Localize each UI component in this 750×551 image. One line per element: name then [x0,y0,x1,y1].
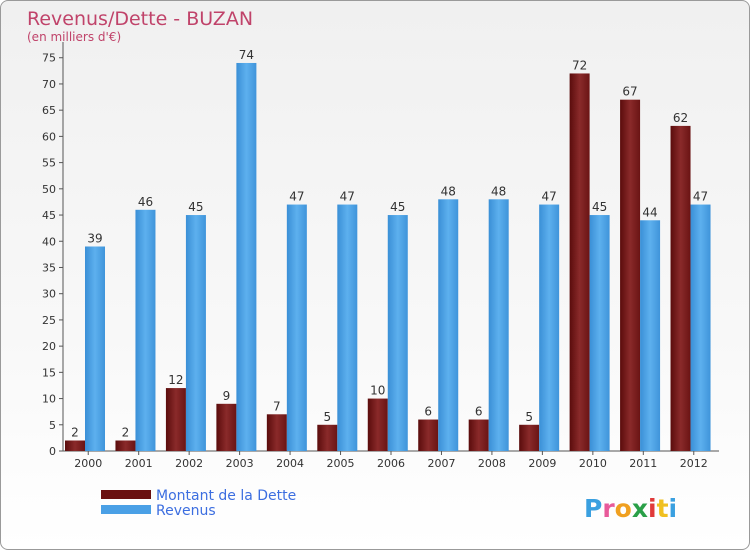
y-tick-label: 55 [42,157,56,170]
data-label-revenus: 74 [239,48,254,62]
data-label-debt: 5 [525,410,533,424]
bar-debt [519,424,540,451]
bar-debt [670,125,691,452]
bars: 2392461245974747547104564864854772456744… [65,48,711,452]
x-axis-labels: 2000 2001 2002 2003 2004 2005 2006 2007 2008 2009… [74,451,708,470]
x-tick-label: 2004 [276,457,304,470]
y-tick-label: 0 [49,445,56,458]
data-label-revenus: 47 [289,190,304,204]
bar-revenus [640,220,661,451]
bar-revenus [589,215,610,451]
y-tick-label: 65 [42,104,56,117]
bar-debt [620,99,641,451]
bar-debt [468,419,489,451]
legend-label-debt: Montant de la Dette [156,488,296,504]
bar-debt [418,419,439,451]
y-tick-label: 35 [42,261,56,274]
y-tick-label: 30 [42,288,56,301]
y-tick-label: 10 [42,393,56,406]
chart-subtitle: (en milliers d'€) [27,30,121,44]
bar-debt [115,440,136,451]
data-label-revenus: 45 [188,200,203,214]
y-tick-label: 60 [42,130,56,143]
x-tick-label: 2000 [74,457,102,470]
x-tick-label: 2011 [629,457,657,470]
data-label-debt: 2 [71,426,79,440]
bar-debt [216,403,237,451]
data-label-debt: 7 [273,399,281,413]
data-label-debt: 6 [475,405,483,419]
bar-revenus [185,215,206,451]
data-label-debt: 10 [370,384,385,398]
bar-revenus [539,204,560,451]
y-tick-label: 70 [42,78,56,91]
bar-debt [569,73,590,451]
bar-debt [65,440,85,451]
chart-title: Revenus/Dette - BUZAN [27,8,253,30]
y-tick-label: 40 [42,235,56,248]
bar-revenus [85,246,105,451]
y-tick-label: 50 [42,183,56,196]
data-label-revenus: 45 [390,200,405,214]
bar-revenus [438,199,459,451]
data-label-debt: 12 [168,373,183,387]
legend-label-revenus: Revenus [156,503,216,519]
data-label-debt: 5 [323,410,331,424]
bar-revenus [135,209,156,451]
x-tick-label: 2001 [125,457,153,470]
data-label-revenus: 48 [491,184,506,198]
data-label-revenus: 47 [693,190,708,204]
bar-debt [165,388,186,451]
data-label-revenus: 44 [642,205,657,219]
data-label-revenus: 46 [138,195,153,209]
y-tick-label: 20 [42,340,56,353]
x-tick-label: 2002 [175,457,203,470]
x-tick-label: 2006 [377,457,405,470]
data-label-debt: 2 [122,426,130,440]
bar-debt [266,414,287,451]
x-tick-label: 2005 [327,457,355,470]
bar-revenus [690,204,711,451]
data-label-debt: 62 [673,111,688,125]
x-tick-label: 2012 [680,457,708,470]
bar-debt [317,424,338,451]
data-label-debt: 9 [223,389,231,403]
legend: Montant de la Dette Revenus [101,488,296,519]
y-tick-label: 75 [42,52,56,65]
legend-swatch-debt [101,490,151,499]
data-label-debt: 72 [572,58,587,72]
y-tick-label: 5 [49,419,56,432]
data-label-revenus: 47 [340,190,355,204]
x-tick-label: 2007 [427,457,455,470]
proxiti-logo: Proxiti [584,494,677,523]
y-tick-label: 15 [42,366,56,379]
bar-revenus [387,215,408,451]
y-tick-label: 25 [42,314,56,327]
data-label-debt: 6 [424,405,432,419]
legend-swatch-revenus [101,505,151,514]
data-label-revenus: 48 [441,184,456,198]
x-tick-label: 2009 [528,457,556,470]
bar-revenus [337,204,358,451]
data-label-debt: 67 [622,85,637,99]
bar-debt [367,398,388,451]
svg-text:Proxiti: Proxiti [584,494,677,523]
x-tick-label: 2010 [579,457,607,470]
bar-revenus [488,199,509,451]
x-tick-label: 2008 [478,457,506,470]
y-axis-ticks: 0 5 10 15 20 25 30 35 40 45 50 55 60 65 70 75 [42,52,63,458]
data-label-revenus: 47 [542,190,557,204]
y-tick-label: 45 [42,209,56,222]
data-label-revenus: 45 [592,200,607,214]
data-label-revenus: 39 [87,232,102,246]
bar-revenus [286,204,307,451]
x-tick-label: 2003 [226,457,254,470]
bar-revenus [236,62,257,451]
